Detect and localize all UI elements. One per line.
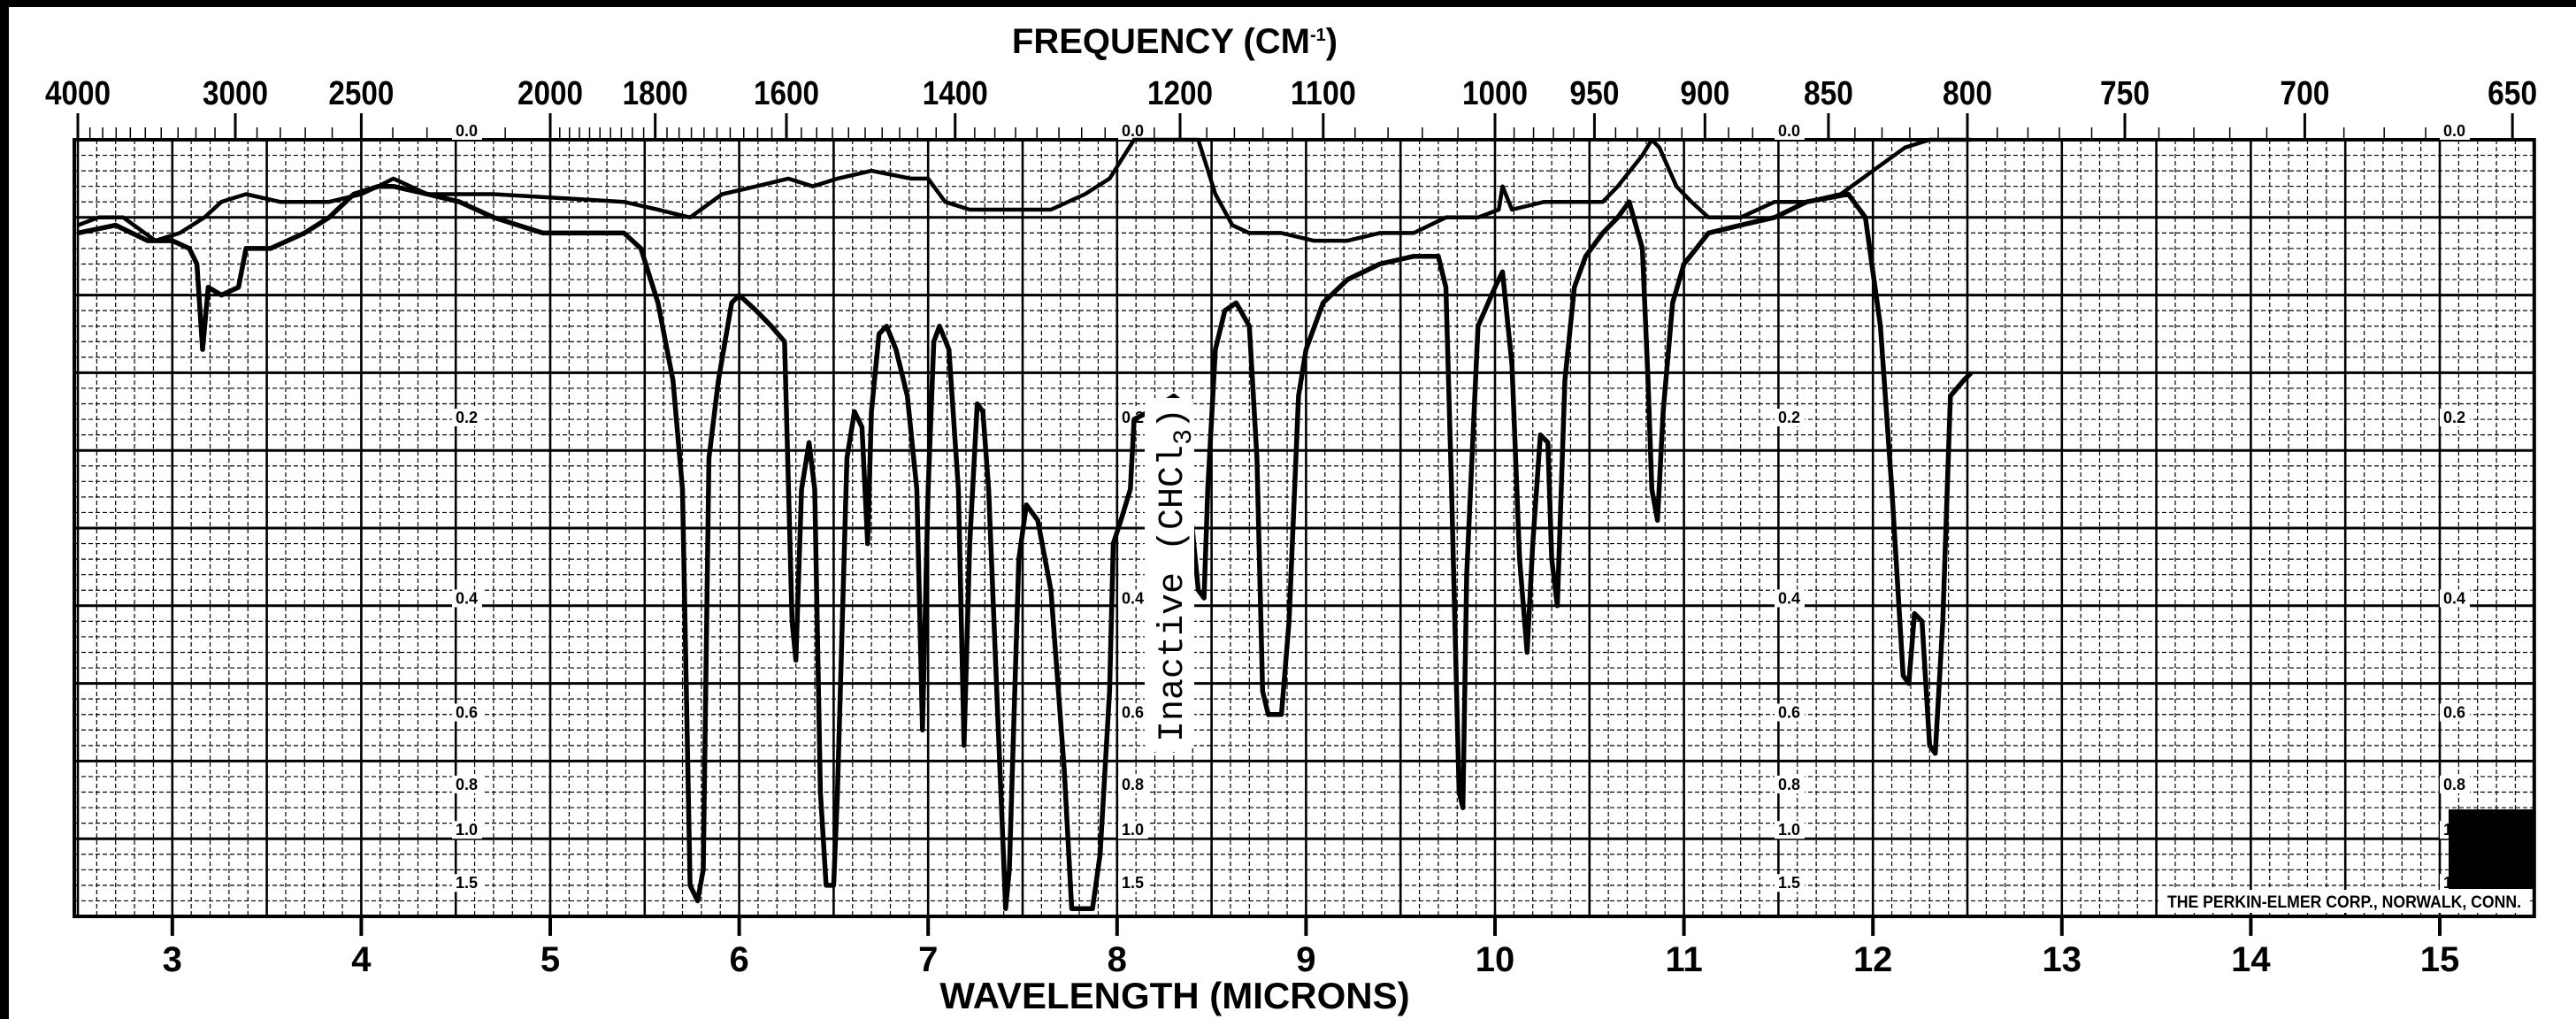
absorbance-label-bg: [452, 874, 482, 893]
axis-ticks: 3 4 5 6 7 8 9 10 11 12 13 14 15 4000 3000 2500 2000 1800 1…: [45, 75, 2537, 979]
absorbance-tick-label: 0.4: [2443, 589, 2465, 607]
top-tick-label: 3000: [203, 75, 268, 112]
absorbance-label-bg: [1775, 409, 1805, 427]
top-border: [0, 0, 2576, 7]
x-tick-label: 6: [729, 940, 748, 979]
absorbance-label-bg: [452, 821, 482, 839]
absorbance-label-bg: [1118, 775, 1148, 793]
top-tick-label: 900: [1680, 75, 1729, 112]
absorbance-label-bg: [452, 703, 482, 722]
absorbance-tick-label: 0.0: [456, 122, 478, 140]
top-tick-label: 4000: [45, 75, 111, 112]
annotation-text: Inactive (CHCl3): [1154, 408, 1200, 742]
absorbance-tick-label: 0.4: [1778, 589, 1800, 607]
top-tick-label: 1200: [1147, 75, 1213, 112]
absorbance-label-bg: [1118, 821, 1148, 839]
absorbance-tick-label: 1.5: [1122, 874, 1144, 892]
absorbance-label-bg: [1775, 589, 1805, 608]
absorbance-tick-label: 0.8: [456, 776, 478, 793]
top-tick-label: 750: [2100, 75, 2150, 112]
absorbance-tick-label: 1.5: [1778, 874, 1800, 892]
absorbance-label-bg: [1775, 775, 1805, 793]
absorbance-label-bg: [1118, 122, 1148, 140]
top-tick-label: 950: [1569, 75, 1619, 112]
absorbance-tick-label: 0.8: [2443, 776, 2465, 793]
absorbance-label-bg: [452, 122, 482, 140]
absorbance-tick-label: 0.4: [1122, 589, 1144, 607]
imprint: THE PERKIN-ELMER CORP., NORWALK, CONN.: [2167, 893, 2521, 912]
absorbance-tick-label: 1.0: [456, 821, 478, 839]
absorbance-tick-label: 0.2: [1778, 409, 1800, 426]
top-tick-label: 800: [1943, 75, 1992, 112]
x-tick-label: 14: [2231, 940, 2271, 979]
absorbance-label-bg: [452, 589, 482, 608]
absorbance-tick-label: 0.0: [2443, 122, 2465, 140]
absorbance-tick-label: 0.0: [1122, 122, 1144, 140]
absorbance-tick-label: 0.6: [2443, 703, 2465, 721]
series-line-reference: [77, 137, 1972, 243]
absorbance-tick-label: 0.2: [2443, 409, 2465, 426]
top-tick-label: 1600: [754, 75, 819, 112]
absorbance-label-bg: [2440, 589, 2470, 608]
absorbance-tick-label: 1.0: [1778, 821, 1800, 839]
x-tick-label: 13: [2043, 940, 2082, 979]
absorbance-tick-label: 0.6: [456, 703, 478, 721]
series-line-sample: [77, 183, 1974, 911]
grid: [73, 138, 2536, 918]
absorbance-label-bg: [1775, 874, 1805, 893]
x-tick-label: 3: [163, 940, 182, 979]
absorbance-tick-label: 0.2: [456, 409, 478, 426]
absorbance-label-bg: [2440, 775, 2470, 793]
top-tick-label: 1000: [1462, 75, 1528, 112]
x-tick-label: 15: [2420, 940, 2460, 979]
top-tick-label: 1100: [1291, 75, 1356, 112]
x-tick-label: 8: [1108, 940, 1127, 979]
x-tick-label: 11: [1665, 940, 1702, 979]
x-tick-label: 7: [918, 940, 938, 979]
top-tick-label: 2000: [518, 75, 583, 112]
absorbance-tick-label: 0.0: [1778, 122, 1800, 140]
top-tick-label: 700: [2280, 75, 2329, 112]
top-tick-label: 1800: [623, 75, 688, 112]
x-axis-title: WAVELENGTH (MICRONS): [939, 975, 1409, 1016]
top-tick-label: 850: [1804, 75, 1853, 112]
absorbance-tick-label: 0.6: [1778, 703, 1800, 721]
x-tick-label: 10: [1476, 940, 1515, 979]
absorbance-label-bg: [2440, 122, 2470, 140]
absorbance-label-bg: [1775, 821, 1805, 839]
x-tick-label: 4: [351, 940, 372, 979]
absorbance-label-bg: [1118, 874, 1148, 893]
x-tick-label: 9: [1296, 940, 1315, 979]
top-axis-title: FREQUENCY (CM-1): [1012, 22, 1338, 61]
absorbance-label-bg: [2440, 409, 2470, 427]
absorbance-tick-label: 0.4: [456, 589, 478, 607]
top-tick-label: 650: [2488, 75, 2537, 112]
absorbance-label-bg: [452, 775, 482, 793]
absorbance-label-bg: [452, 409, 482, 427]
absorbance-label-bg: [1775, 703, 1805, 722]
top-tick-label: 1400: [923, 75, 988, 112]
annotation-box: [1145, 398, 1194, 752]
absorbance-label-bg: [1775, 122, 1805, 140]
absorbance-tick-label: 0.8: [1778, 776, 1800, 793]
x-tick-label: 12: [1853, 940, 1893, 979]
absorbance-tick-label: 0.6: [1122, 703, 1144, 721]
left-border: [0, 0, 9, 1019]
absorbance-label-bg: [1118, 703, 1148, 722]
absorbance-tick-label: 1.0: [1122, 821, 1144, 839]
absorbance-tick-label: 0.8: [1122, 776, 1144, 793]
annotation: Inactive (CHCl3): [1145, 398, 1200, 752]
series-group: [77, 137, 1974, 911]
pen-block: [2449, 809, 2534, 889]
absorbance-tick-label: 1.5: [456, 874, 478, 892]
top-tick-label: 2500: [328, 75, 394, 112]
absorbance-label-bg: [2440, 703, 2470, 722]
x-tick-label: 5: [540, 940, 560, 979]
absorbance-label-bg: [1118, 589, 1148, 608]
imprint-background: [2158, 890, 2530, 913]
